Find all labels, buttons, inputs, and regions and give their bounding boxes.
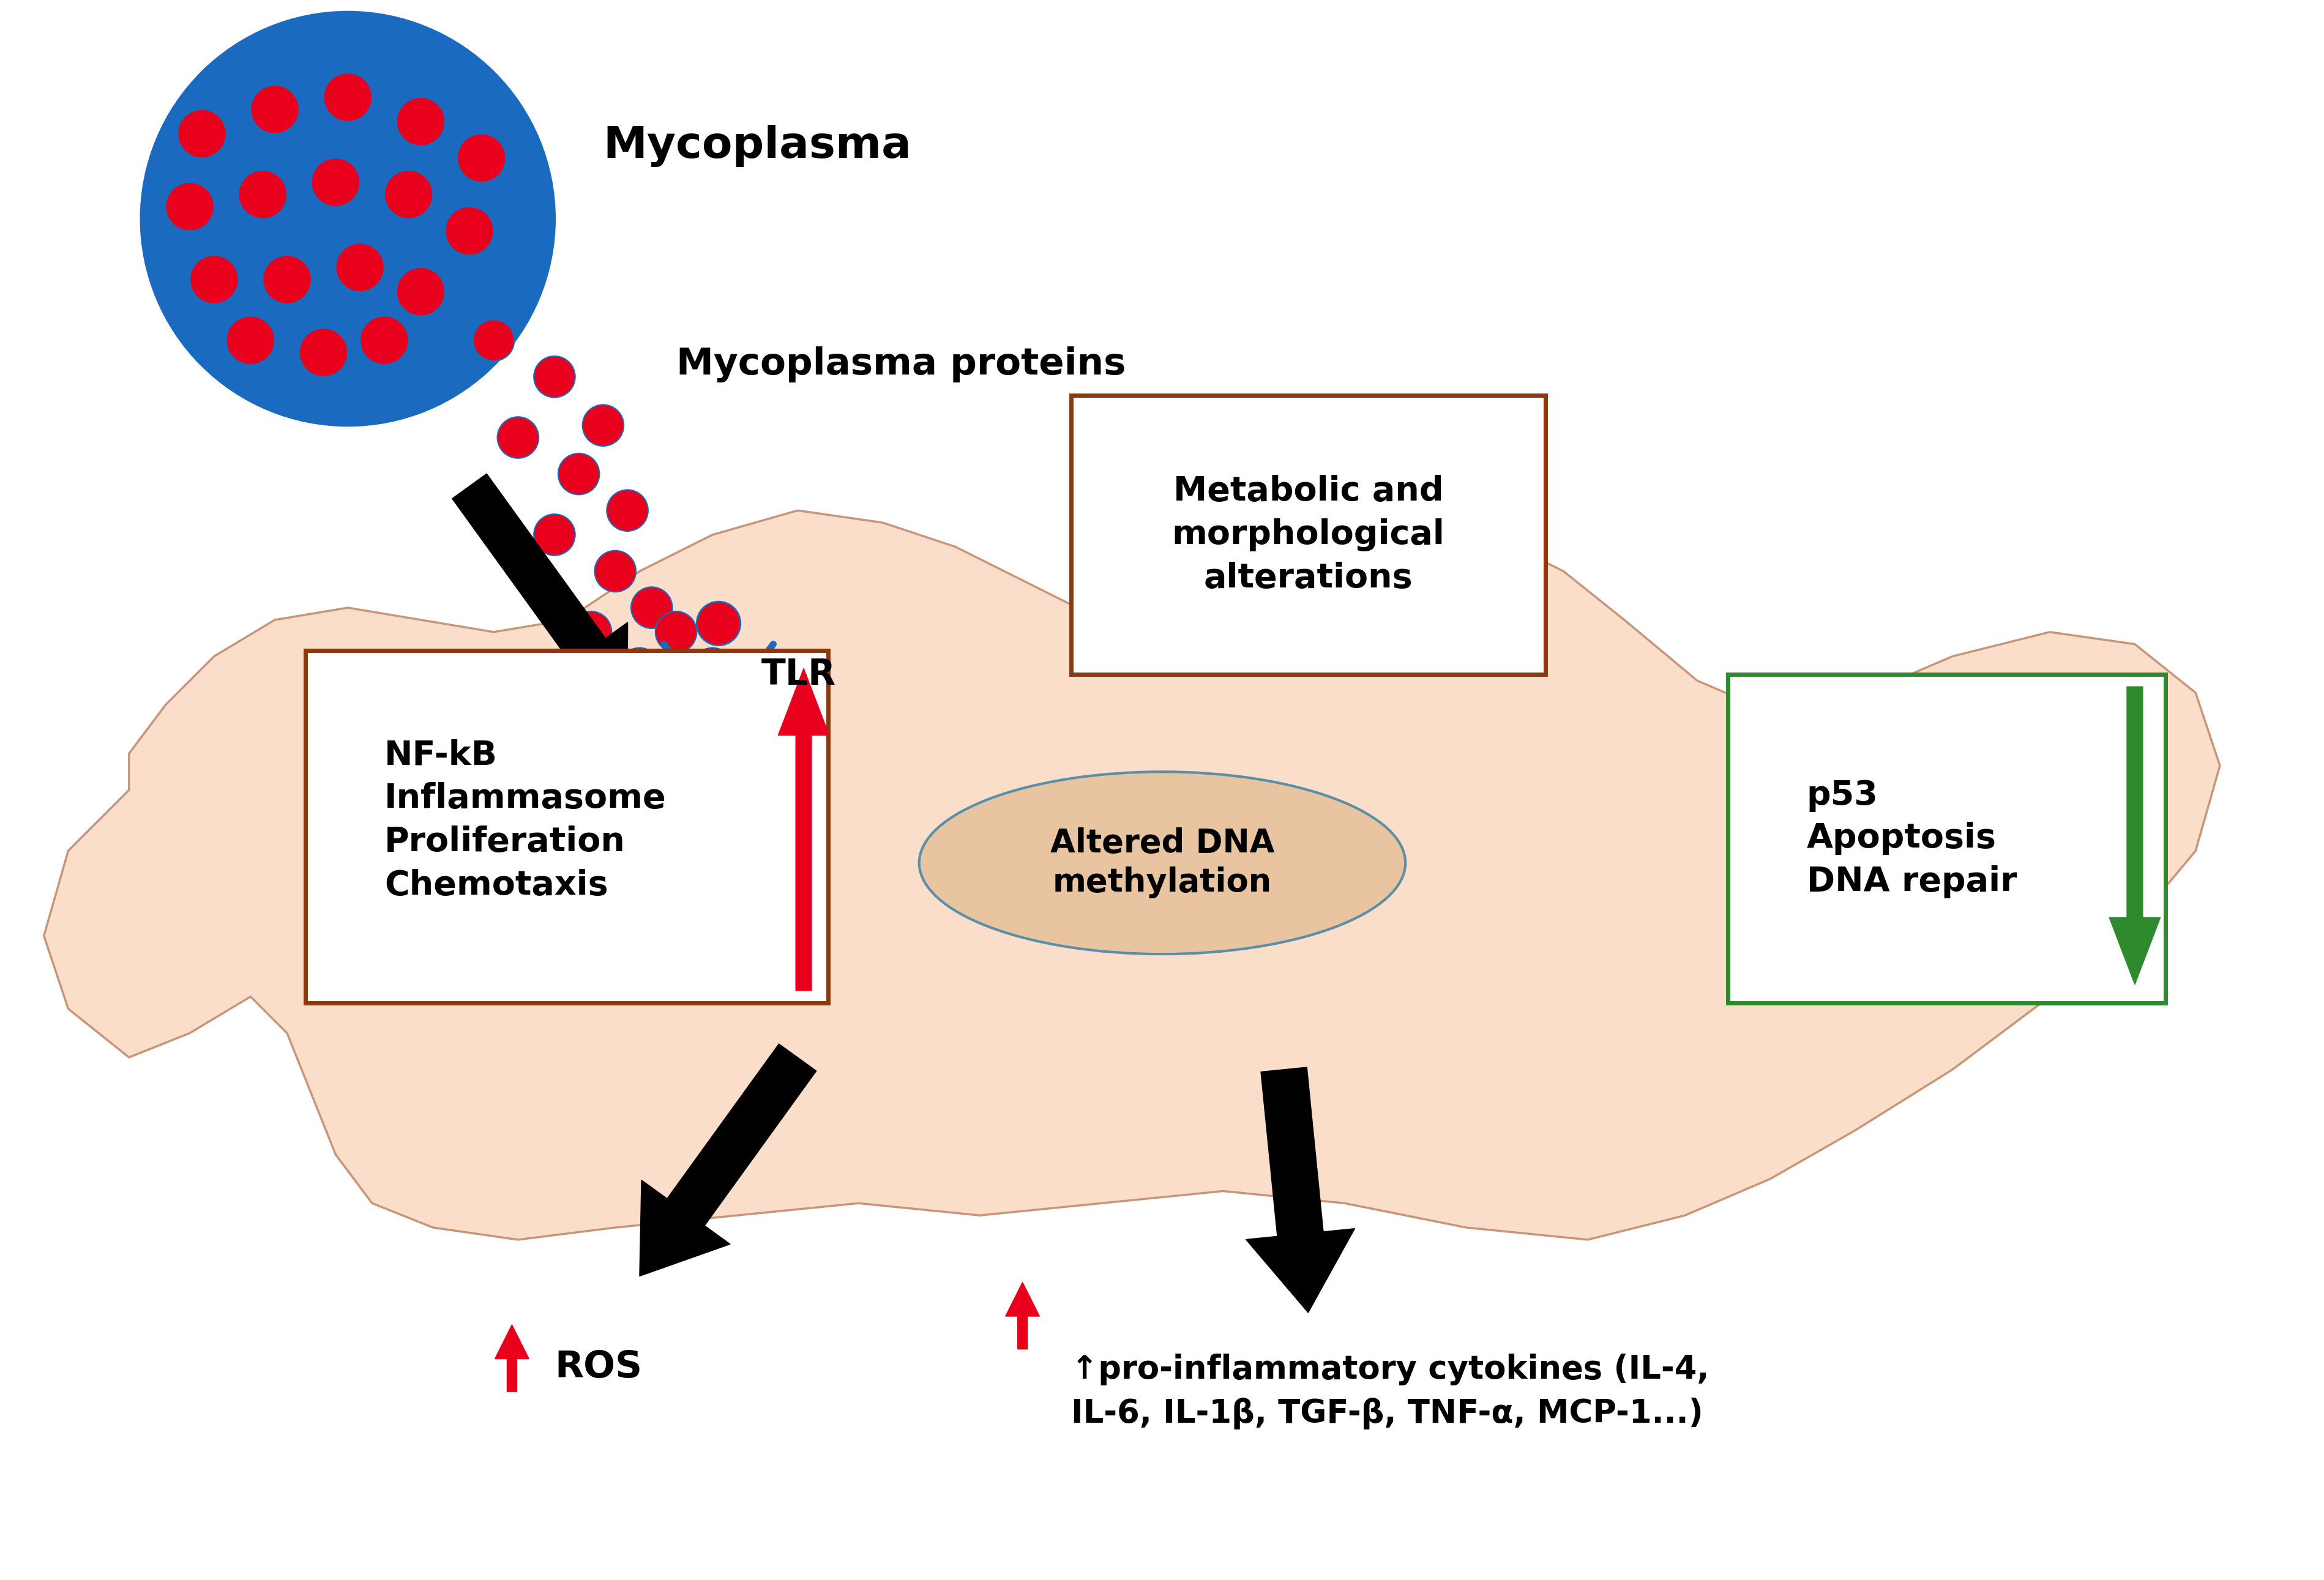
Circle shape xyxy=(300,329,349,376)
Text: ROS: ROS xyxy=(555,1349,641,1386)
Text: Mycoplasma: Mycoplasma xyxy=(602,125,911,167)
Circle shape xyxy=(311,158,360,207)
Circle shape xyxy=(142,13,555,425)
Circle shape xyxy=(595,550,637,592)
Circle shape xyxy=(383,171,432,218)
Circle shape xyxy=(191,256,239,303)
Text: NF-kB
Inflammasome
Proliferation
Chemotaxis: NF-kB Inflammasome Proliferation Chemota… xyxy=(383,739,667,902)
Ellipse shape xyxy=(918,771,1406,954)
Circle shape xyxy=(225,316,274,365)
Circle shape xyxy=(569,611,611,653)
Circle shape xyxy=(397,267,444,316)
Circle shape xyxy=(323,73,372,122)
FancyBboxPatch shape xyxy=(304,651,827,1003)
Text: Mycoplasma proteins: Mycoplasma proteins xyxy=(676,346,1125,382)
Circle shape xyxy=(644,708,683,750)
Circle shape xyxy=(497,417,539,458)
Circle shape xyxy=(558,453,600,495)
Circle shape xyxy=(618,648,660,689)
Circle shape xyxy=(239,171,286,218)
Circle shape xyxy=(655,611,697,653)
Text: TLR: TLR xyxy=(760,657,837,692)
Circle shape xyxy=(472,319,514,360)
FancyArrow shape xyxy=(779,668,830,991)
Circle shape xyxy=(595,684,637,725)
Text: ↑pro-inflammatory cytokines (IL-4,
IL-6, IL-1β, TGF-β, TNF-α, MCP-1...): ↑pro-inflammatory cytokines (IL-4, IL-6,… xyxy=(1071,1354,1708,1430)
FancyBboxPatch shape xyxy=(700,695,737,763)
Circle shape xyxy=(655,856,695,894)
Circle shape xyxy=(595,893,634,931)
Polygon shape xyxy=(44,510,2219,1240)
FancyArrow shape xyxy=(453,474,627,705)
Circle shape xyxy=(693,648,732,689)
FancyArrow shape xyxy=(2108,687,2159,984)
FancyArrow shape xyxy=(1006,1283,1039,1349)
FancyArrow shape xyxy=(639,1044,816,1277)
Circle shape xyxy=(360,316,409,365)
Circle shape xyxy=(535,356,574,398)
Circle shape xyxy=(263,256,311,303)
Circle shape xyxy=(607,490,648,531)
Text: p53
Apoptosis
DNA repair: p53 Apoptosis DNA repair xyxy=(1806,779,2017,899)
Circle shape xyxy=(397,98,444,145)
Circle shape xyxy=(251,85,300,134)
Circle shape xyxy=(572,771,611,809)
Circle shape xyxy=(458,134,507,182)
Circle shape xyxy=(697,602,741,645)
Circle shape xyxy=(335,243,383,292)
Text: Altered DNA
methylation: Altered DNA methylation xyxy=(1050,828,1274,899)
FancyArrow shape xyxy=(495,1324,530,1392)
Circle shape xyxy=(165,182,214,231)
FancyBboxPatch shape xyxy=(1071,395,1545,675)
FancyArrow shape xyxy=(1246,1066,1355,1313)
Circle shape xyxy=(583,404,623,446)
Circle shape xyxy=(444,207,493,256)
Circle shape xyxy=(535,514,574,556)
Circle shape xyxy=(630,588,672,629)
Circle shape xyxy=(609,818,646,858)
Circle shape xyxy=(177,109,225,158)
Text: Metabolic and
morphological
alterations: Metabolic and morphological alterations xyxy=(1171,476,1443,594)
FancyBboxPatch shape xyxy=(1727,675,2164,1003)
